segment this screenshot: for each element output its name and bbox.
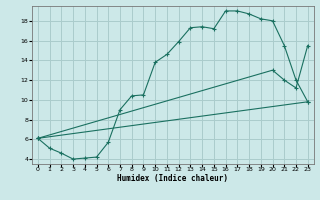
X-axis label: Humidex (Indice chaleur): Humidex (Indice chaleur) <box>117 174 228 183</box>
